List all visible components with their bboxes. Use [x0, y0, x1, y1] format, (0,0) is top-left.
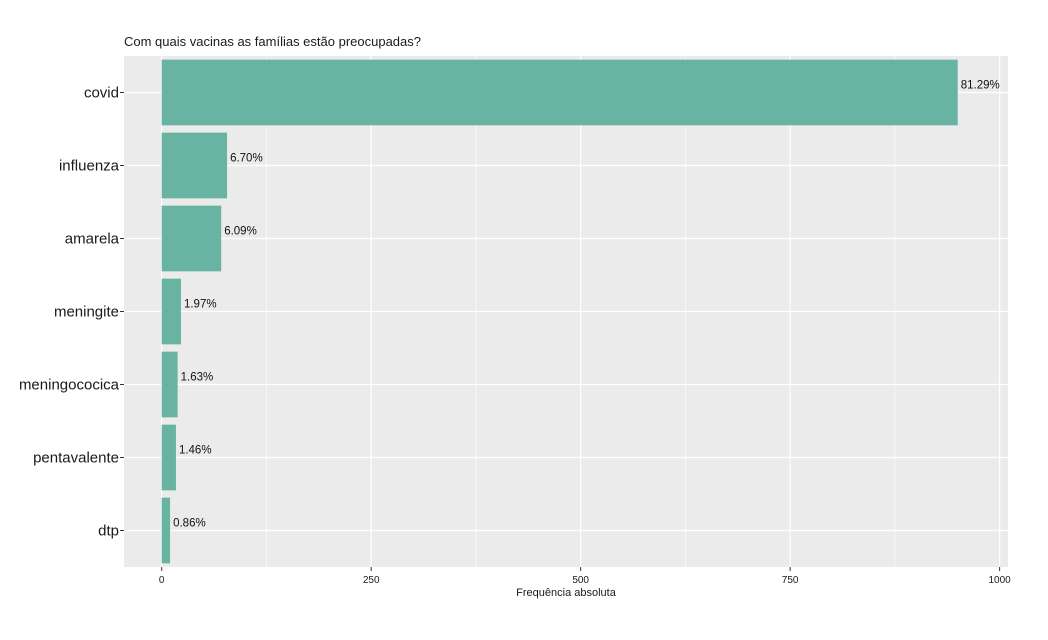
data-label-meningococica: 1.63% [181, 372, 214, 384]
y-axis: covid influenza amarela meningite meningococ… [19, 85, 124, 540]
bar-meningococica [161, 351, 178, 418]
bar-influenza [161, 132, 228, 199]
bar-pentavalente [161, 424, 176, 491]
data-label-pentavalente: 1.46% [179, 445, 212, 457]
data-labels: 81.29% 6.70% 6.09% 1.97% 1.63% 1.46% 0.86% [173, 80, 1000, 530]
data-label-amarela: 6.09% [224, 226, 257, 238]
y-tick-label-amarela: amarela [65, 231, 120, 248]
y-tick-label-dtp: dtp [98, 523, 119, 540]
bar-covid [161, 59, 958, 126]
y-tick-label-influenza: influenza [59, 158, 120, 175]
x-tick-label: 0 [159, 575, 165, 586]
data-label-influenza: 6.70% [230, 153, 263, 165]
bar-amarela [161, 205, 222, 272]
x-axis-label: Frequência absoluta [516, 587, 617, 599]
x-tick-label: 1000 [988, 575, 1011, 586]
y-tick-label-meningite: meningite [54, 304, 119, 321]
bar-meningite [161, 278, 181, 345]
bar-dtp [161, 497, 171, 564]
data-label-covid: 81.29% [961, 80, 1000, 92]
x-tick-label: 750 [782, 575, 799, 586]
y-tick-label-covid: covid [84, 85, 119, 102]
x-tick-label: 250 [363, 575, 380, 586]
data-label-dtp: 0.86% [173, 518, 206, 530]
y-tick-label-pentavalente: pentavalente [33, 450, 119, 467]
chart-title: Com quais vacinas as famílias estão preo… [124, 34, 421, 49]
data-label-meningite: 1.97% [184, 299, 217, 311]
bars [161, 59, 958, 564]
y-tick-label-meningococica: meningococica [19, 377, 120, 394]
x-tick-label: 500 [572, 575, 589, 586]
x-axis: 0 250 500 750 1000 [159, 567, 1011, 586]
